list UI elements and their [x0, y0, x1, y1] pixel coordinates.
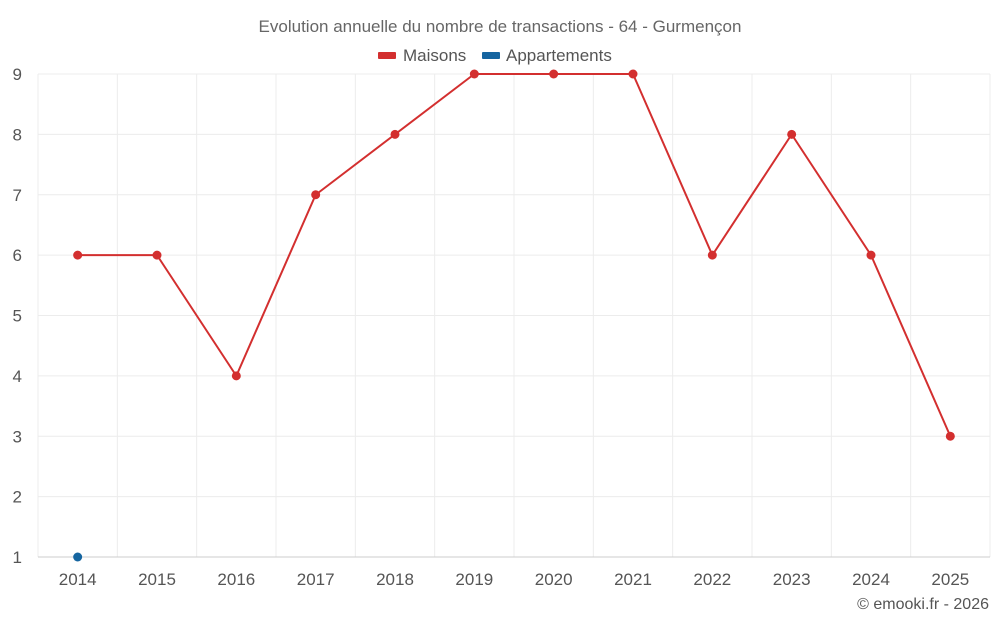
legend: Maisons Appartements [378, 46, 612, 65]
legend-item-appartements[interactable]: Appartements [482, 46, 612, 65]
x-axis-ticks: 2014 2015 2016 2017 2018 2019 2020 2021 2022 2023… [59, 570, 969, 589]
x-tick-label: 2019 [455, 570, 493, 589]
legend-label-maisons: Maisons [403, 46, 466, 65]
chart-title: Evolution annuelle du nombre de transact… [259, 17, 742, 36]
x-tick-label: 2017 [297, 570, 335, 589]
y-tick-label: 7 [13, 186, 22, 205]
y-tick-label: 2 [13, 488, 22, 507]
data-point-maisons[interactable] [311, 190, 321, 200]
legend-label-appartements: Appartements [506, 46, 612, 65]
data-point-maisons[interactable] [390, 129, 400, 139]
y-axis-ticks: 1 2 3 4 5 6 7 8 9 [13, 65, 22, 567]
data-point-maisons[interactable] [628, 69, 638, 79]
data-point-maisons[interactable] [549, 69, 559, 79]
legend-swatch-appartements [482, 52, 500, 59]
data-point-maisons[interactable] [787, 129, 797, 139]
data-point-maisons[interactable] [707, 250, 717, 260]
data-point-maisons[interactable] [152, 250, 162, 260]
data-point-maisons[interactable] [469, 69, 479, 79]
y-tick-label: 6 [13, 246, 22, 265]
series [73, 69, 955, 562]
x-tick-label: 2015 [138, 570, 176, 589]
y-tick-label: 5 [13, 307, 22, 326]
legend-item-maisons[interactable]: Maisons [378, 46, 466, 65]
x-tick-label: 2014 [59, 570, 97, 589]
data-point-maisons[interactable] [866, 250, 876, 260]
y-tick-label: 9 [13, 65, 22, 84]
x-tick-label: 2022 [693, 570, 731, 589]
x-tick-label: 2024 [852, 570, 890, 589]
x-tick-label: 2023 [773, 570, 811, 589]
data-point-maisons[interactable] [231, 371, 241, 381]
data-point-maisons[interactable] [945, 431, 955, 441]
y-tick-label: 4 [13, 367, 22, 386]
y-tick-label: 1 [13, 548, 22, 567]
y-tick-label: 3 [13, 427, 22, 446]
x-tick-label: 2016 [217, 570, 255, 589]
data-point-appartements[interactable] [73, 552, 83, 562]
x-tick-label: 2021 [614, 570, 652, 589]
x-tick-label: 2020 [535, 570, 573, 589]
y-tick-label: 8 [13, 125, 22, 144]
x-tick-label: 2025 [931, 570, 969, 589]
series-line-maisons [77, 73, 952, 437]
data-point-maisons[interactable] [73, 250, 83, 260]
gridlines [37, 73, 991, 557]
credit-text: © emooki.fr - 2026 [857, 596, 989, 613]
x-tick-label: 2018 [376, 570, 414, 589]
legend-swatch-maisons [378, 52, 396, 59]
